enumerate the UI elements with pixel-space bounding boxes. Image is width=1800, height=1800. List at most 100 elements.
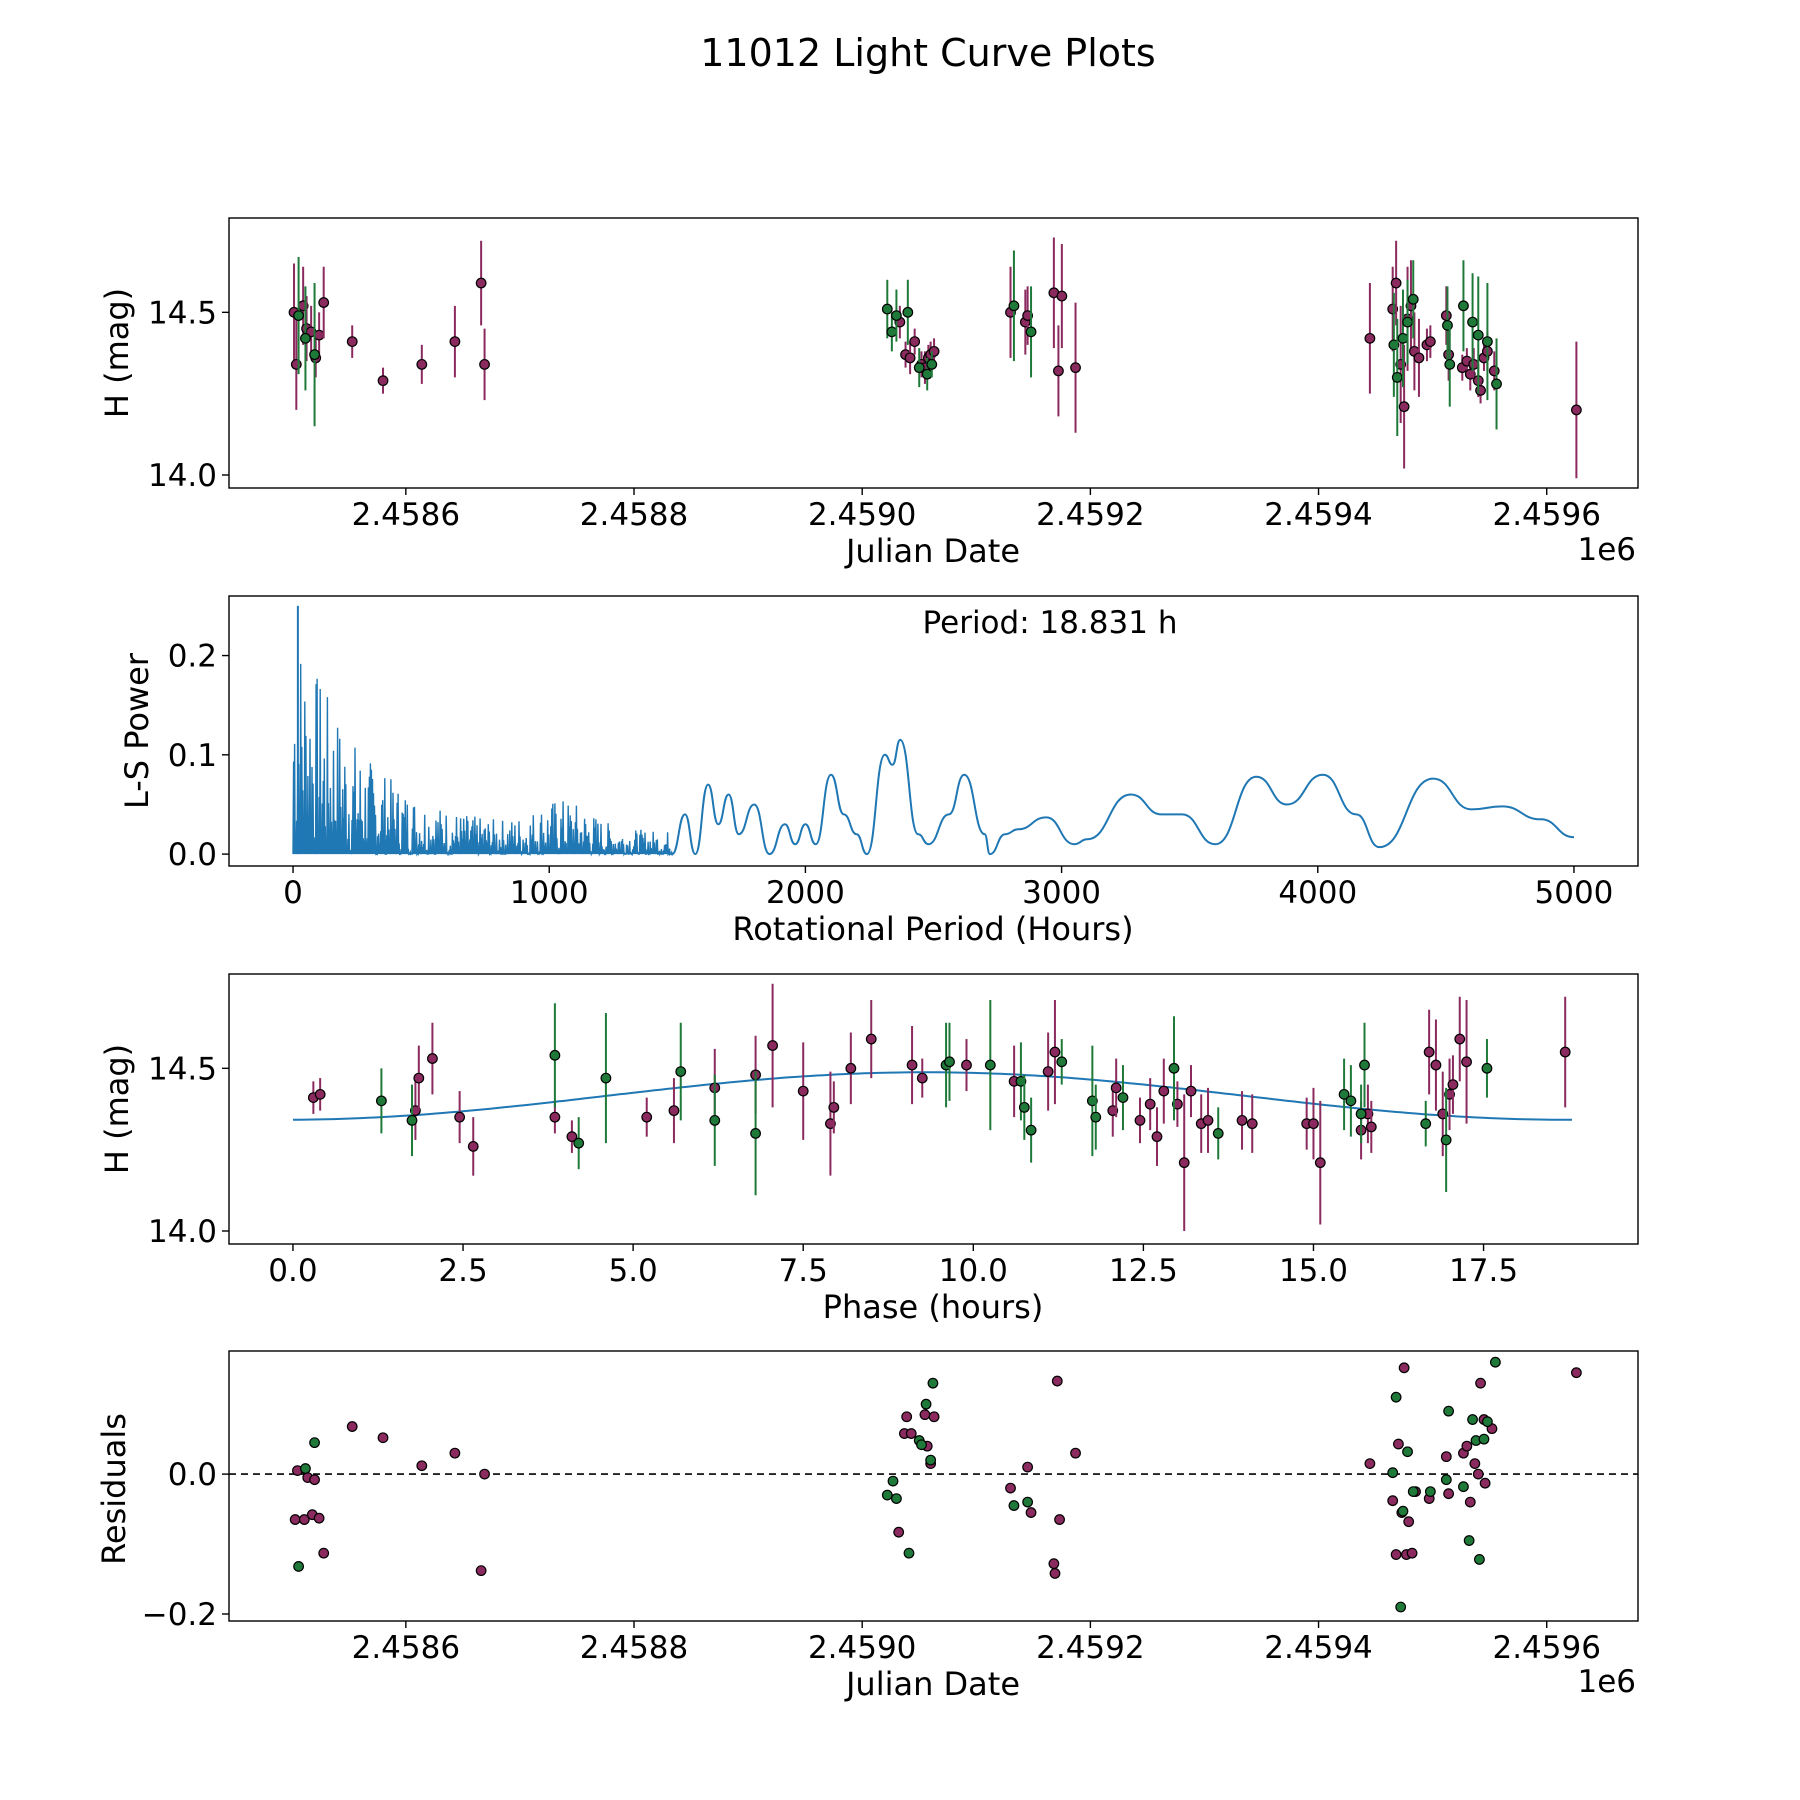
residuals-point-green [920,1398,932,1410]
residuals-xtick-label: 2.4586 [352,1630,460,1666]
lightcurve-point-green [926,358,938,370]
residuals-point-purple [1051,1375,1063,1387]
lightcurve-point-green [921,368,933,380]
residuals-point-purple [377,1432,389,1444]
phased-point-green [675,1066,687,1077]
phased-point-purple [916,1072,928,1084]
phased-xlabel: Phase (hours) [823,1288,1044,1326]
residuals-point-green [881,1489,893,1501]
phased-point-purple [865,1033,877,1045]
lightcurve-point-purple [1570,404,1582,416]
residuals-point-green [916,1439,927,1451]
lightcurve-axes-frame [228,217,1639,489]
phased-point-purple [1144,1098,1156,1110]
phased-point-green [1090,1111,1102,1123]
residuals-point-purple [1461,1440,1473,1452]
residuals-point-purple [1570,1367,1582,1379]
lightcurve-xlabel: Julian Date [844,532,1020,570]
lightcurve-point-green [1402,316,1413,328]
phased-point-purple [427,1053,438,1064]
lightcurve-panel: 2.4586 2.4588 2.4590 2.4592 2.4594 2.4596 14.0… [98,217,1639,570]
periodogram-ytick-label: 0.0 [168,837,217,873]
residuals-point-purple [1479,1477,1491,1489]
residuals-point-purple [416,1460,428,1472]
residuals-point-green [293,1561,304,1572]
phased-point-green [549,1049,561,1061]
residuals-point-purple [1464,1496,1476,1508]
phased-point-green [375,1095,387,1107]
residuals-point-purple [1440,1451,1452,1463]
phased-point-green [600,1072,612,1084]
lightcurve-ylabel: H (mag) [98,288,136,418]
lightcurve-xtick-label: 2.4596 [1492,497,1600,533]
lightcurve-point-purple [1390,277,1402,289]
sinusoid-fit-curve [293,1071,1572,1121]
phased-point-green [1168,1062,1180,1074]
residuals-point-green [1458,1481,1469,1493]
phased-point-green [1212,1127,1224,1139]
phased-axes-frame [228,973,1639,1245]
periodogram-xtick-label: 1000 [510,875,589,911]
residuals-xtick-label: 2.4594 [1264,1630,1372,1666]
residuals-point-purple [1049,1568,1061,1579]
residuals-point-green [1390,1391,1402,1403]
lightcurve-point-green [1407,293,1419,305]
lightcurve-point-green [902,306,914,318]
periodogram-xlabel: Rotational Period (Hours) [732,910,1133,948]
residuals-point-purple [313,1512,325,1524]
residuals-point-purple [1443,1488,1455,1500]
phased-xtick-label: 0.0 [268,1253,317,1289]
residuals-point-purple [475,1565,487,1577]
residuals-point-purple [1070,1447,1081,1459]
lightcurve-point-purple [449,336,461,348]
phased-point-purple [668,1105,680,1117]
residuals-point-green [1440,1474,1452,1486]
phased-point-green [573,1137,585,1149]
lightcurve-point-green [1467,316,1478,328]
phased-point-purple [1236,1114,1248,1126]
phased-point-purple [1049,1046,1061,1058]
lightcurve-point-purple [1440,310,1452,321]
residuals-ylabel: Residuals [95,1413,133,1565]
lightcurve-point-purple [318,297,330,308]
phased-point-purple [314,1088,326,1100]
phased-point-purple [1107,1105,1119,1117]
residuals-ytick-label: −0.2 [142,1597,217,1633]
residuals-xlabel: Julian Date [844,1665,1020,1703]
residuals-point-green [887,1475,899,1487]
lightcurve-xtick-label: 2.4586 [352,497,460,533]
periodogram-axes-frame [228,595,1639,867]
residuals-point-purple [1472,1468,1484,1480]
phased-point-purple [467,1141,479,1152]
phased-point-purple [1151,1131,1163,1143]
phased-point-purple [410,1105,421,1117]
periodogram-xtick-label: 2000 [766,875,845,911]
lightcurve-xtick-label: 2.4592 [1036,497,1144,533]
phased-point-purple [549,1111,561,1123]
phased-point-purple [566,1131,578,1143]
lightcurve-point-purple [1424,336,1436,348]
residuals-point-green [300,1463,311,1474]
residuals-point-purple [1403,1516,1415,1528]
residuals-point-purple [289,1514,301,1525]
residuals-point-green [1474,1554,1485,1565]
phased-point-purple [1178,1157,1190,1169]
lightcurve-point-purple [475,277,487,289]
phased-point-purple [1202,1114,1214,1126]
lightcurve-point-green [1025,326,1037,338]
phased-point-purple [454,1111,466,1123]
residuals-point-purple [1406,1547,1418,1559]
lightcurve-point-green [886,326,898,338]
lightcurve-point-green [1482,336,1493,348]
phased-xtick-label: 15.0 [1279,1253,1348,1289]
residuals-panel: 2.4586 2.4588 2.4590 2.4592 2.4594 2.4596 −0.2… [95,1350,1639,1703]
residuals-point-green [1395,1601,1407,1613]
periodogram-ylabel: L-S Power [118,652,156,809]
phased-point-purple [906,1059,918,1071]
phased-xtick-label: 2.5 [438,1253,487,1289]
residuals-point-purple [1390,1549,1402,1560]
phased-point-purple [1308,1118,1319,1130]
phased-point-green [1025,1124,1037,1136]
phased-point-purple [1430,1059,1442,1071]
